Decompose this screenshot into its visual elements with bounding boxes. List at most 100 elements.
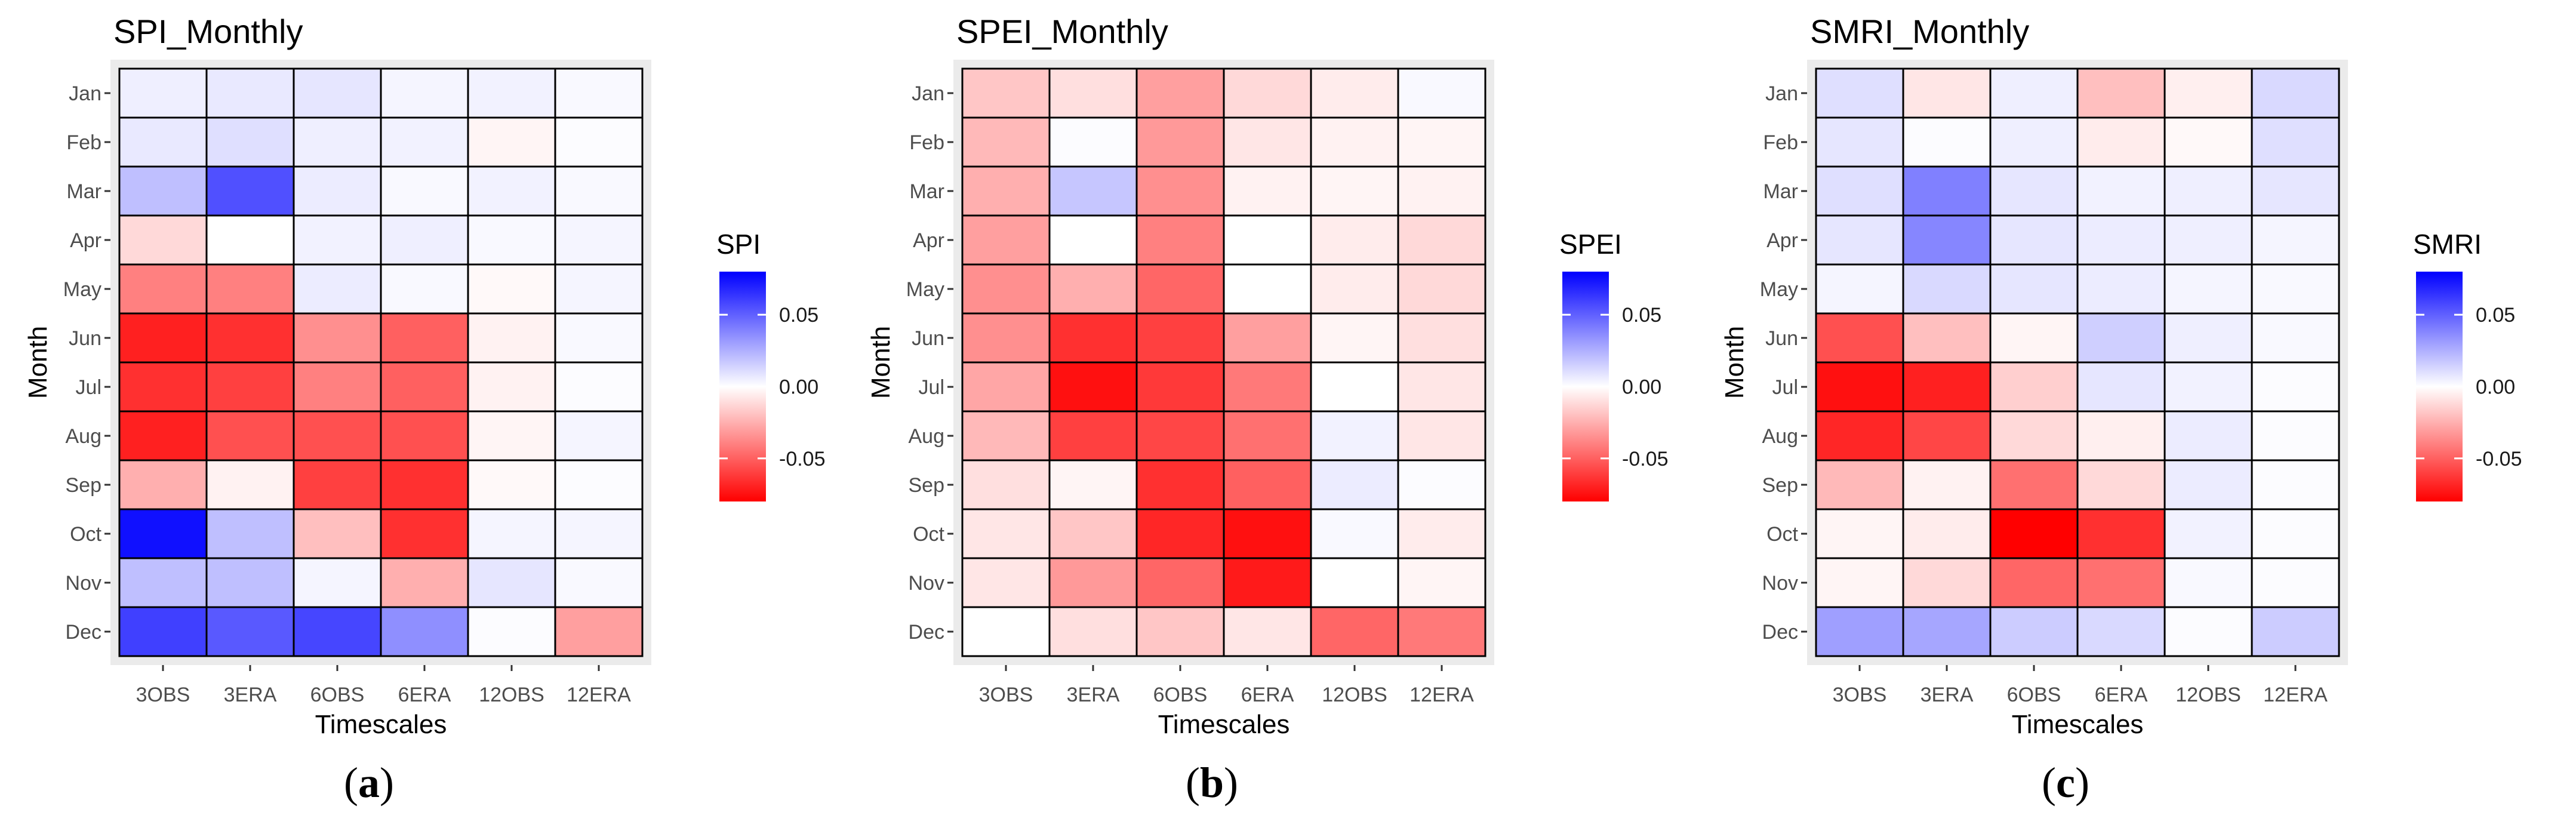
y-tick-label: Jan	[912, 82, 944, 105]
x-tick-label: 12ERA	[2263, 684, 2328, 706]
heatmap-cell	[1135, 459, 1225, 510]
heatmap-cell	[380, 459, 469, 510]
y-tick-label: Oct	[913, 523, 944, 546]
heatmap-cell	[293, 606, 382, 657]
heatmap-cell	[1902, 263, 1992, 315]
legend-tick-label: 0.00	[779, 376, 818, 399]
heatmap-cell	[118, 312, 208, 364]
heatmap-cell	[2251, 508, 2340, 559]
heatmap-cell	[1223, 116, 1312, 168]
heatmap-cell	[554, 557, 644, 608]
x-tick-label: 6ERA	[1241, 684, 1294, 706]
legend-tick-label: 0.00	[2476, 376, 2515, 399]
heatmap-cell	[467, 165, 556, 217]
heatmap-cell	[2163, 214, 2253, 266]
heatmap-cell	[1815, 606, 1904, 657]
subcaption: (a)	[344, 759, 394, 807]
heatmap-cell	[554, 508, 644, 559]
heatmap-cell	[961, 312, 1051, 364]
heatmap-cell	[554, 165, 644, 217]
heatmap-cell	[1397, 508, 1486, 559]
heatmap-cell	[467, 263, 556, 315]
x-tick-label: 12OBS	[1322, 684, 1387, 706]
heatmap-cell	[205, 263, 295, 315]
x-axis-title: Timescales	[1158, 710, 1290, 739]
heatmap-cell	[1815, 67, 1904, 119]
heatmap-cell	[1223, 165, 1312, 217]
heatmap-cell	[118, 410, 208, 461]
heatmap-cell	[467, 557, 556, 608]
heatmap-cell	[1815, 165, 1904, 217]
heatmap-cell	[1048, 557, 1138, 608]
heatmap-cell	[1397, 165, 1486, 217]
y-tick-label: Mar	[1763, 180, 1798, 203]
y-tick-label: Jan	[1765, 82, 1798, 105]
heatmap-cell	[205, 165, 295, 217]
heatmap-cell	[467, 606, 556, 657]
y-tick-label: May	[63, 278, 101, 301]
heatmap-cell	[1902, 214, 1992, 266]
heatmap-cell	[961, 67, 1051, 119]
heatmap-cell	[380, 410, 469, 461]
y-tick-label: Sep	[1762, 474, 1799, 497]
heatmap-cell	[293, 557, 382, 608]
heatmap-cell	[380, 165, 469, 217]
heatmap-cell	[118, 67, 208, 119]
heatmap-panel-c: SMRI_Monthly Jan Feb Mar Apr May Jun Jul Aug Sep O…	[1720, 13, 2522, 807]
y-tick-label: Aug	[66, 425, 102, 448]
heatmap-cell	[1397, 361, 1486, 413]
x-tick-label: 6OBS	[1153, 684, 1208, 706]
heatmap-cell	[118, 361, 208, 413]
heatmap-cell	[467, 312, 556, 364]
y-tick-label: Jun	[69, 327, 101, 350]
heatmap-cell	[554, 361, 644, 413]
y-tick-label: Oct	[70, 523, 101, 546]
heatmap-cell	[1310, 606, 1399, 657]
heatmap-cell	[554, 312, 644, 364]
legend-tick-label: 0.05	[779, 304, 818, 327]
heatmap-cell	[293, 116, 382, 168]
heatmap-cell	[1397, 312, 1486, 364]
y-tick-label: Feb	[1763, 131, 1798, 154]
heatmap-cell	[2251, 312, 2340, 364]
heatmap-cell	[1223, 410, 1312, 461]
heatmap-cell	[1989, 410, 2079, 461]
legend-tick-label: 0.00	[1622, 376, 1661, 399]
heatmap-cell	[1135, 263, 1225, 315]
heatmap-cell	[380, 361, 469, 413]
y-tick-label: Sep	[66, 474, 102, 497]
y-axis-title: Month	[23, 326, 53, 399]
x-tick-label: 3OBS	[136, 684, 190, 706]
heatmap-cell	[2163, 116, 2253, 168]
heatmap-cell	[1815, 557, 1904, 608]
heatmap-cell	[1310, 263, 1399, 315]
heatmap-cell	[2076, 312, 2166, 364]
heatmap-cell	[467, 214, 556, 266]
x-tick-label: 12OBS	[479, 684, 544, 706]
heatmap-cell	[1989, 459, 2079, 510]
y-tick-label: Mar	[66, 180, 101, 203]
heatmap-cell	[961, 410, 1051, 461]
heatmap-cell	[467, 361, 556, 413]
heatmap-cell	[2251, 557, 2340, 608]
heatmap-cell	[205, 606, 295, 657]
heatmap-cell	[2163, 410, 2253, 461]
heatmap-cell	[961, 263, 1051, 315]
heatmap-cell	[1135, 557, 1225, 608]
heatmap-cell	[1310, 312, 1399, 364]
y-tick-label: Jun	[912, 327, 944, 350]
heatmap-cell	[293, 508, 382, 559]
heatmap-cell	[205, 312, 295, 364]
heatmap-cell	[205, 459, 295, 510]
heatmap-cell	[554, 116, 644, 168]
heatmap-cell	[961, 214, 1051, 266]
heatmap-cell	[2163, 263, 2253, 315]
heatmap-cell	[2163, 508, 2253, 559]
heatmap-cell	[2076, 508, 2166, 559]
x-tick-label: 12ERA	[1409, 684, 1474, 706]
panel-title: SMRI_Monthly	[1810, 13, 2029, 50]
heatmap-cell	[380, 508, 469, 559]
heatmap-cell	[1223, 214, 1312, 266]
heatmap-cell	[467, 410, 556, 461]
y-tick-label: Dec	[66, 621, 101, 644]
